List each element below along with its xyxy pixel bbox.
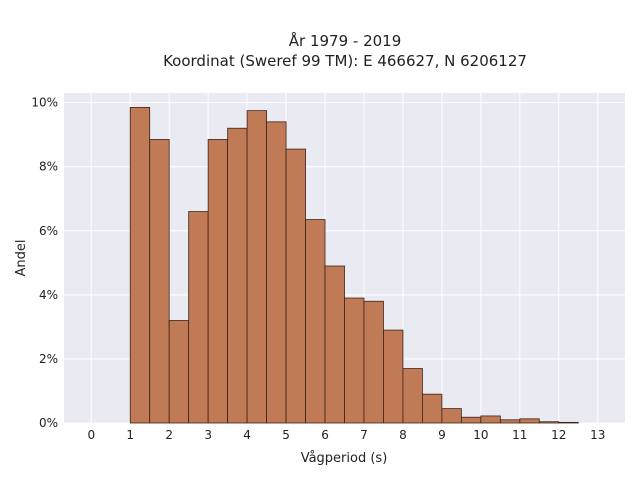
histogram-bar bbox=[441, 408, 462, 424]
chart-subtitle: Koordinat (Sweref 99 TM): E 466627, N 62… bbox=[163, 52, 527, 70]
x-tick-label: 10 bbox=[473, 428, 488, 442]
x-tick-label: 9 bbox=[438, 428, 446, 442]
y-tick-labels: 0% 2% 4% 6% 8% 10% bbox=[31, 96, 58, 430]
x-tick-label: 8 bbox=[399, 428, 407, 442]
histogram-bar bbox=[558, 421, 579, 424]
y-tick-label: 0% bbox=[39, 416, 58, 430]
x-tick-label: 3 bbox=[204, 428, 212, 442]
histogram-bar bbox=[324, 265, 345, 424]
histogram-bar bbox=[499, 419, 521, 424]
y-tick-label: 2% bbox=[39, 352, 58, 366]
histogram-bar bbox=[305, 219, 326, 424]
x-tick-label: 1 bbox=[126, 428, 134, 442]
x-tick-label: 11 bbox=[512, 428, 527, 442]
histogram-bar bbox=[227, 127, 248, 424]
histogram-bar bbox=[129, 107, 151, 424]
x-tick-label: 2 bbox=[165, 428, 173, 442]
x-tick-label: 6 bbox=[321, 428, 329, 442]
histogram-bar bbox=[344, 297, 365, 424]
y-axis-label: Andel bbox=[14, 240, 29, 277]
histogram-bar bbox=[519, 418, 540, 424]
histogram-bar bbox=[422, 393, 443, 424]
x-axis-label: Vågperiod (s) bbox=[301, 451, 388, 466]
histogram-bars bbox=[129, 107, 579, 424]
x-tick-labels: 0 1 2 3 4 5 6 7 8 9 10 11 12 13 bbox=[87, 428, 605, 442]
histogram-bar bbox=[480, 415, 501, 424]
histogram-bar bbox=[538, 421, 560, 424]
histogram-bar bbox=[266, 121, 287, 424]
histogram-bar bbox=[383, 329, 404, 424]
x-tick-label: 5 bbox=[282, 428, 290, 442]
y-tick-label: 6% bbox=[39, 224, 58, 238]
x-tick-label: 0 bbox=[87, 428, 95, 442]
histogram-bar bbox=[285, 148, 306, 424]
histogram-bar bbox=[149, 139, 170, 424]
x-tick-label: 13 bbox=[590, 428, 605, 442]
histogram-bar bbox=[246, 110, 267, 424]
histogram-bar bbox=[363, 300, 384, 424]
histogram-bar bbox=[188, 211, 209, 424]
histogram-bar bbox=[460, 416, 482, 424]
x-tick-label: 7 bbox=[360, 428, 368, 442]
histogram-bar bbox=[402, 368, 423, 424]
y-tick-label: 4% bbox=[39, 288, 58, 302]
chart-title: År 1979 - 2019 bbox=[289, 31, 402, 50]
y-tick-label: 8% bbox=[39, 160, 58, 174]
x-tick-label: 12 bbox=[551, 428, 566, 442]
histogram-bar bbox=[168, 320, 190, 424]
y-tick-label: 10% bbox=[31, 96, 58, 110]
histogram-bar bbox=[207, 139, 229, 424]
x-tick-label: 4 bbox=[243, 428, 251, 442]
